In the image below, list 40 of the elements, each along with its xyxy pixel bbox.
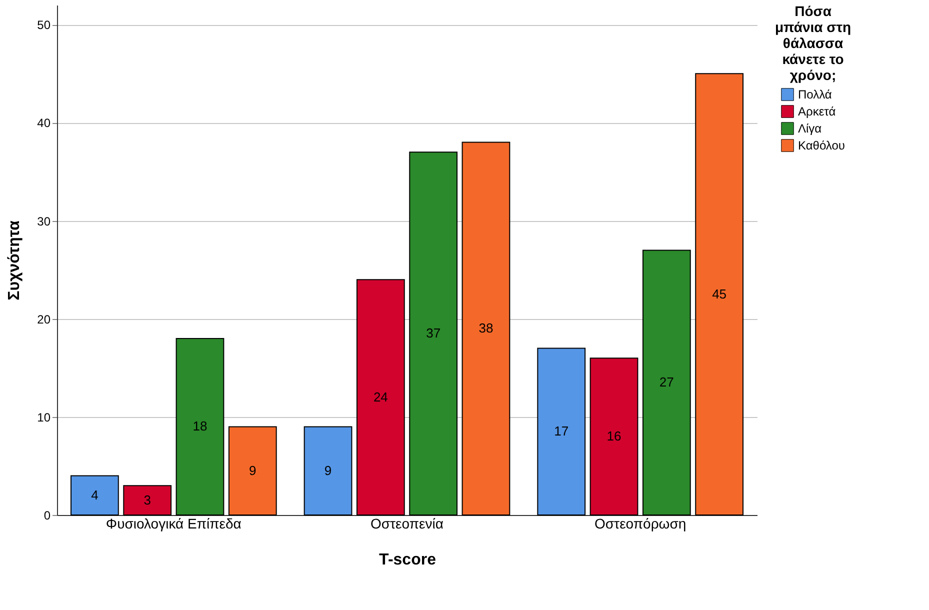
x-axis-title: T-score (379, 552, 436, 568)
bar (409, 152, 458, 516)
data-label: 38 (478, 320, 494, 336)
bar (356, 279, 405, 516)
data-label: 9 (249, 462, 256, 478)
bar (176, 338, 224, 516)
y-axis-title: Συχνότητα (6, 220, 24, 300)
bar (304, 426, 352, 516)
data-label: 17 (554, 424, 569, 439)
x-tick-label: Οστεοπενία (370, 516, 444, 532)
legend-label: Αρκετά (798, 104, 836, 118)
legend-label: Καθόλου (798, 138, 845, 152)
data-label: 3 (144, 492, 151, 508)
y-tick-label: 50 (37, 18, 51, 32)
y-tick-label: 0 (44, 508, 51, 522)
bar (537, 348, 586, 516)
data-label: 4 (91, 487, 98, 502)
x-tick-label: Φυσιολογικά Επίπεδα (106, 516, 242, 532)
data-label: 9 (324, 462, 332, 478)
legend-label: Λίγα (798, 122, 822, 136)
y-tick-label: 40 (37, 116, 51, 130)
bar (462, 142, 510, 516)
x-tick-label: Οστεοπόρωση (594, 516, 686, 532)
legend-label: Πολλά (798, 88, 832, 102)
bar (70, 475, 119, 516)
data-label: 24 (373, 389, 388, 404)
y-tick-label: 30 (37, 214, 51, 228)
data-label: 45 (712, 286, 727, 302)
bar (695, 73, 744, 516)
data-label: 18 (192, 418, 208, 434)
data-label: 27 (659, 374, 674, 390)
bar (642, 250, 691, 516)
legend-title: Πόσα μπάνια στη θάλασσα κάνετε το χρόνο; (774, 3, 852, 83)
bar (123, 485, 172, 516)
bar (590, 358, 638, 516)
data-label: 37 (426, 326, 441, 341)
bar (228, 426, 277, 516)
y-tick-label: 20 (37, 312, 51, 326)
data-label: 16 (606, 428, 622, 444)
y-tick-label: 10 (37, 410, 51, 424)
